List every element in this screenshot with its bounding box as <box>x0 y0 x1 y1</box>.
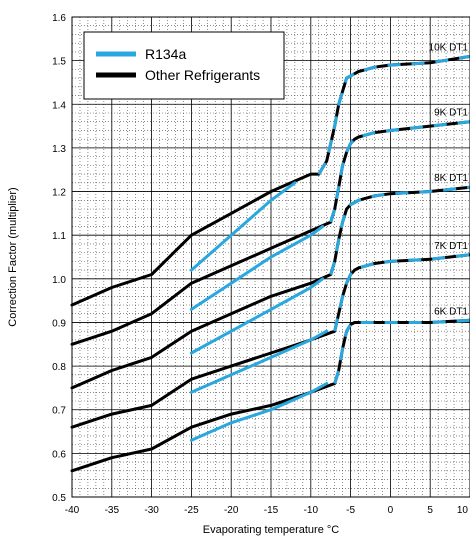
x-tick-label: 10 <box>457 505 469 516</box>
curve-1-transition-r134a <box>329 120 470 223</box>
curve-3-transition-other <box>333 253 470 332</box>
x-tick-label: -15 <box>264 505 279 516</box>
curve-0-other <box>70 172 321 307</box>
curves <box>70 54 470 473</box>
curve-2-r134a <box>189 277 325 355</box>
legend-label-r134a: R134a <box>145 46 186 62</box>
y-tick-label: 0.6 <box>52 449 66 460</box>
curve-2-other <box>70 273 333 390</box>
y-tick-label: 1.3 <box>52 144 66 155</box>
plot-frame <box>71 16 470 498</box>
legend-box <box>83 31 285 100</box>
curve-0-transition-r134a <box>317 54 470 175</box>
y-axis-title: Correction Factor (multiplier) <box>7 187 19 326</box>
y-tick-label: 1.1 <box>52 231 66 242</box>
curve-0-r134a <box>189 181 297 272</box>
y-tick-label: 1.4 <box>52 100 66 111</box>
curve-3-r134a <box>189 329 329 394</box>
x-tick-label: -20 <box>224 505 239 516</box>
curve-label-3: 7K DT1 <box>434 241 468 252</box>
x-tick-label: -5 <box>346 505 355 516</box>
x-tick-label: 0 <box>388 505 394 516</box>
x-tick-label: -40 <box>65 505 80 516</box>
curve-1-r134a <box>189 225 325 311</box>
y-tick-label: 1.0 <box>52 275 66 286</box>
curve-4-transition-other <box>333 318 470 384</box>
x-tick-label: -10 <box>304 505 319 516</box>
curve-1-transition-other <box>329 120 470 223</box>
curve-label-0: 10K DT1 <box>429 42 469 53</box>
legend-label-other: Other Refrigerants <box>145 67 260 83</box>
curve-4-r134a <box>189 382 329 442</box>
y-tick-label: 1.6 <box>52 13 66 24</box>
curve-label-1: 9K DT1 <box>434 108 468 119</box>
y-tick-label: 0.7 <box>52 406 66 417</box>
x-tick-label: -35 <box>105 505 120 516</box>
curve-labels: 10K DT1 9K DT1 8K DT1 7K DT1 6K DT1 <box>429 42 469 317</box>
x-axis-ticks: -40 -35 -30 -25 -20 -15 -10 -5 0 5 10 <box>65 505 469 516</box>
legend: R134a Other Refrigerants <box>83 31 285 100</box>
y-tick-label: 1.5 <box>52 57 66 68</box>
x-tick-label: -30 <box>144 505 159 516</box>
curve-label-2: 8K DT1 <box>434 173 468 184</box>
x-tick-label: 5 <box>427 505 433 516</box>
y-tick-label: 0.9 <box>52 318 66 329</box>
y-tick-label: 0.8 <box>52 362 66 373</box>
curve-label-4: 6K DT1 <box>434 306 468 317</box>
y-axis-ticks: 0.5 0.6 0.7 0.8 0.9 1.0 1.1 1.2 1.3 1.4 1.5 1.6 <box>52 13 66 504</box>
curve-2-transition-r134a <box>329 185 470 275</box>
x-tick-label: -25 <box>184 505 199 516</box>
curve-1-other <box>70 220 333 346</box>
x-axis-title: Evaporating temperature °C <box>203 524 340 536</box>
curve-4-transition-r134a <box>333 318 470 384</box>
y-tick-label: 0.5 <box>52 493 66 504</box>
curve-3-transition-r134a <box>333 253 470 332</box>
y-tick-label: 1.2 <box>52 188 66 199</box>
